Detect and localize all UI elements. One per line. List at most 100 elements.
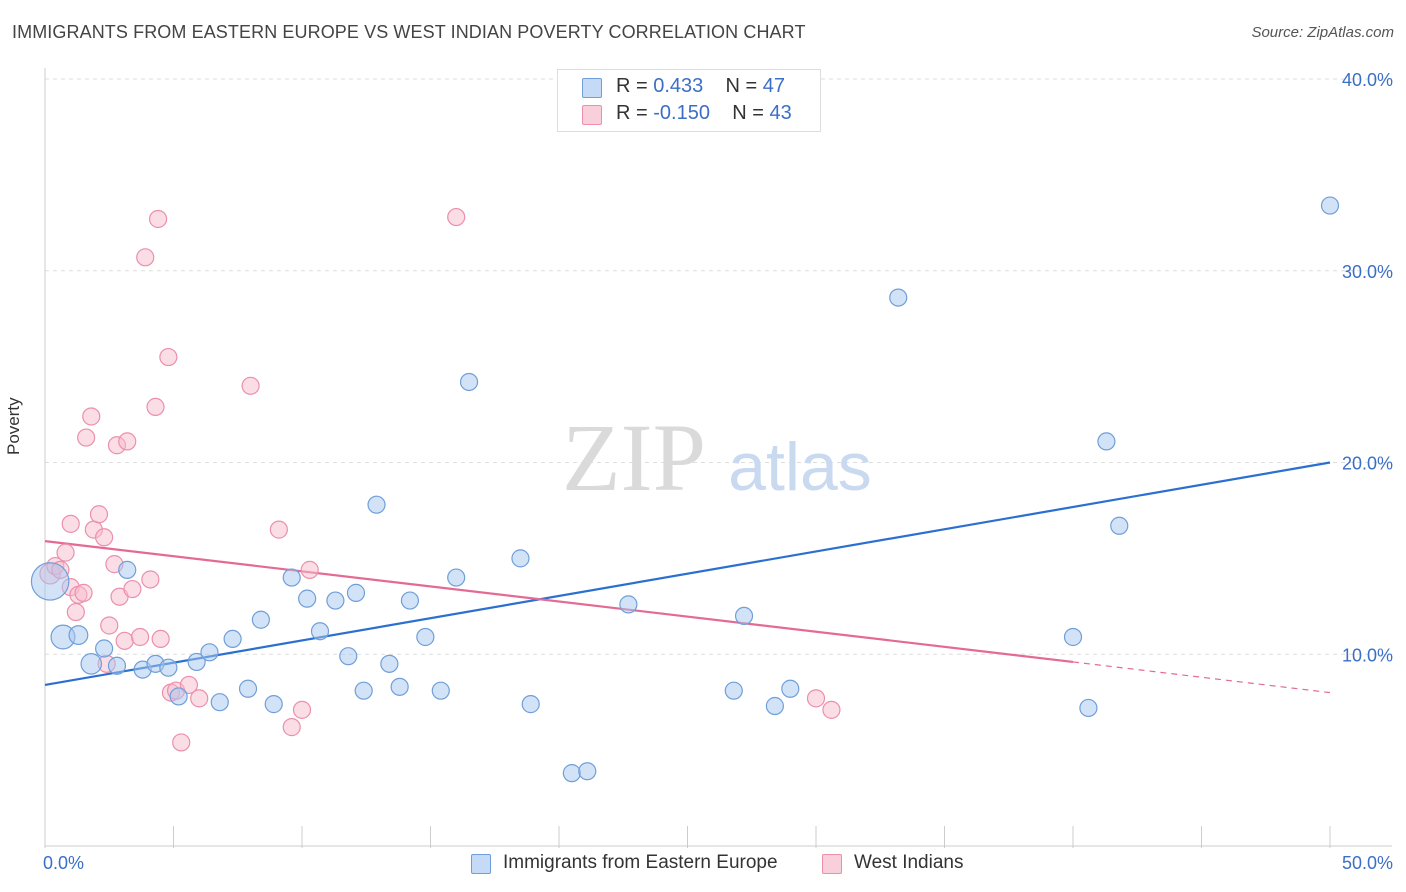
legend-swatch-pink [582, 105, 602, 125]
data-point-west-indians [300, 560, 319, 579]
data-point-eastern-europe [339, 647, 358, 666]
data-point-west-indians [806, 689, 826, 708]
data-point-west-indians [130, 627, 150, 647]
data-point-west-indians [179, 675, 199, 695]
legend-n-label: N = [725, 75, 763, 97]
data-point-eastern-europe [416, 627, 435, 647]
series-eastern-europe [30, 196, 1340, 783]
data-point-eastern-europe [68, 625, 89, 646]
data-point-west-indians [148, 209, 168, 229]
trend-lines [44, 461, 1331, 694]
y-axis-label: Poverty [4, 397, 23, 455]
data-point-west-indians [74, 583, 93, 602]
data-point-west-indians [292, 700, 312, 719]
legend-swatch-blue [582, 78, 602, 98]
legend-r-label: R = [616, 75, 654, 97]
x-tick-label-right: 50.0% [1342, 853, 1393, 873]
data-point-eastern-europe [326, 591, 345, 610]
chart-title: IMMIGRANTS FROM EASTERN EUROPE VS WEST I… [12, 22, 806, 42]
data-point-west-indians [82, 407, 101, 426]
data-point-eastern-europe [511, 549, 530, 568]
data-point-eastern-europe [346, 583, 366, 602]
data-point-eastern-europe [431, 681, 450, 700]
data-point-west-indians [282, 718, 301, 737]
legend-r-value: 0.433 [653, 75, 704, 97]
data-point-west-indians [172, 733, 191, 752]
y-tick-labels: 40.0% 30.0% 20.0% 10.0% 0.0% 50.0% [43, 70, 1393, 873]
source-label: Source: ZipAtlas.com [1251, 24, 1394, 41]
data-point-eastern-europe [200, 643, 219, 662]
data-point-eastern-europe [1063, 627, 1083, 647]
watermark-zip: ZIP [562, 404, 706, 511]
data-point-eastern-europe [578, 762, 597, 781]
data-point-eastern-europe [521, 695, 540, 714]
data-point-west-indians [141, 570, 160, 589]
bottom-legend-label: Immigrants from Eastern Europe [503, 852, 778, 873]
data-point-west-indians [118, 432, 137, 451]
y-tick-label: 40.0% [1342, 70, 1393, 90]
data-point-eastern-europe [734, 606, 754, 626]
data-point-eastern-europe [459, 372, 479, 392]
data-point-eastern-europe [1079, 698, 1098, 718]
data-point-eastern-europe [889, 288, 908, 307]
data-point-eastern-europe [159, 658, 178, 677]
data-point-eastern-europe [380, 654, 399, 673]
data-point-eastern-europe [210, 693, 229, 712]
data-point-west-indians [77, 428, 96, 447]
data-point-eastern-europe [298, 589, 317, 608]
legend-n-value: 47 [762, 75, 786, 97]
data-point-eastern-europe [310, 622, 330, 641]
data-point-eastern-europe [1097, 432, 1116, 451]
data-point-west-indians [241, 376, 260, 395]
data-point-west-indians [146, 397, 165, 416]
data-point-eastern-europe [367, 495, 386, 514]
data-point-eastern-europe [264, 695, 283, 714]
y-tick-label: 10.0% [1342, 645, 1393, 665]
legend-r-value: -0.150 [653, 102, 710, 124]
correlation-legend: R = 0.433 N = 47 R = -0.150 N = 43 [557, 69, 821, 132]
data-point-eastern-europe [354, 681, 373, 700]
legend-n-value: 43 [769, 102, 792, 124]
data-point-eastern-europe [724, 681, 743, 700]
data-point-west-indians [151, 629, 170, 649]
data-point-eastern-europe [251, 610, 270, 629]
data-point-west-indians [100, 616, 119, 635]
data-point-eastern-europe [107, 656, 127, 675]
trendline-eastern-europe [44, 461, 1331, 687]
data-point-eastern-europe [30, 562, 70, 601]
data-point-eastern-europe [619, 595, 638, 614]
data-point-eastern-europe [223, 629, 242, 649]
data-point-west-indians [136, 248, 155, 267]
data-point-eastern-europe [1110, 516, 1129, 535]
data-point-west-indians [95, 528, 114, 547]
data-point-eastern-europe [80, 653, 103, 675]
data-point-west-indians [159, 347, 178, 367]
data-point-eastern-europe [169, 687, 188, 706]
data-point-eastern-europe [400, 591, 420, 610]
data-point-eastern-europe [1320, 196, 1340, 215]
data-point-eastern-europe [765, 696, 784, 716]
data-point-eastern-europe [95, 639, 114, 658]
data-point-west-indians [115, 631, 134, 650]
y-tick-label: 20.0% [1342, 454, 1393, 474]
bottom-legend-swatch-blue [471, 854, 491, 874]
y-tick-label: 30.0% [1342, 262, 1393, 282]
trendline-west-indians [44, 540, 1074, 664]
data-point-west-indians [123, 579, 142, 599]
axes [44, 68, 1392, 848]
data-point-eastern-europe [238, 679, 258, 698]
data-point-eastern-europe [390, 677, 409, 696]
data-point-eastern-europe [781, 679, 800, 698]
data-point-west-indians [61, 514, 80, 533]
watermark: ZIP atlas [562, 404, 872, 511]
data-point-eastern-europe [447, 568, 466, 587]
legend-r-label: R = [616, 102, 654, 124]
data-point-eastern-europe [562, 764, 581, 783]
data-point-west-indians [269, 520, 288, 539]
data-point-eastern-europe [282, 568, 301, 587]
data-point-eastern-europe [187, 652, 206, 672]
legend-n-label: N = [732, 102, 770, 124]
trendline-west-indians-extension [1072, 661, 1331, 694]
bottom-legend-swatch-pink [822, 854, 842, 874]
